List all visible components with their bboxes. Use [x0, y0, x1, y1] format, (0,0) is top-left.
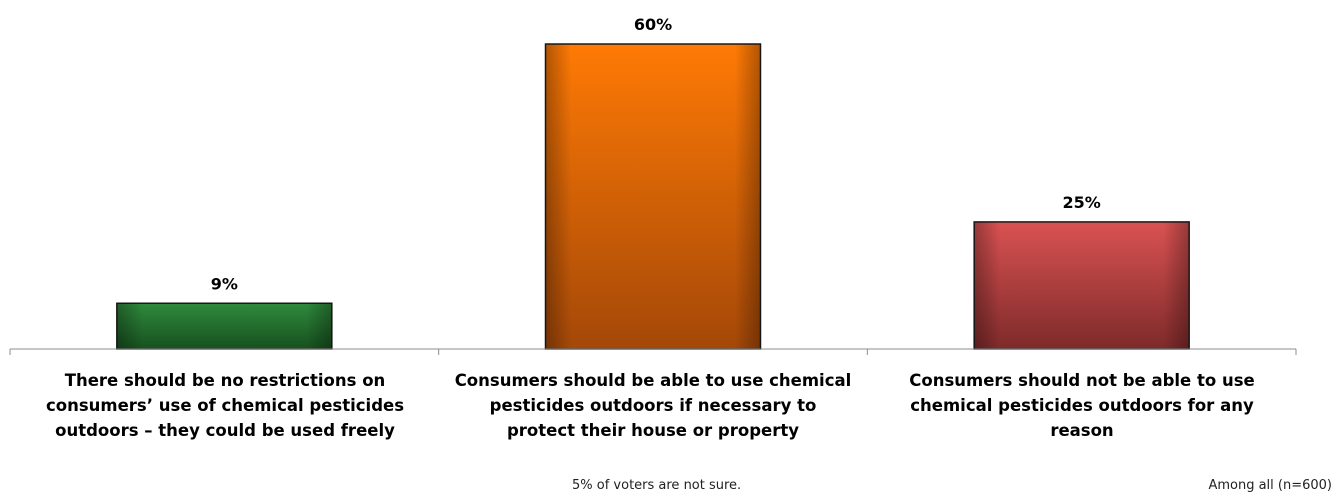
- data-label-2: 60%: [634, 15, 672, 34]
- base-note: Among all (n=600): [1208, 478, 1332, 493]
- bar-3: [973, 221, 1190, 350]
- data-label-1: 9%: [211, 274, 238, 293]
- category-label-3: Consumers should not be able to use chem…: [909, 371, 1255, 440]
- footnote-not-sure: 5% of voters are not sure.: [572, 478, 742, 493]
- data-label-3: 25%: [1063, 193, 1101, 212]
- category-label-2: Consumers should be able to use chemical…: [454, 371, 852, 440]
- bar-2: [544, 43, 762, 350]
- bar-1: [116, 302, 333, 350]
- x-axis: [9, 348, 1297, 355]
- category-label-1: There should be no restrictions on consu…: [45, 371, 405, 440]
